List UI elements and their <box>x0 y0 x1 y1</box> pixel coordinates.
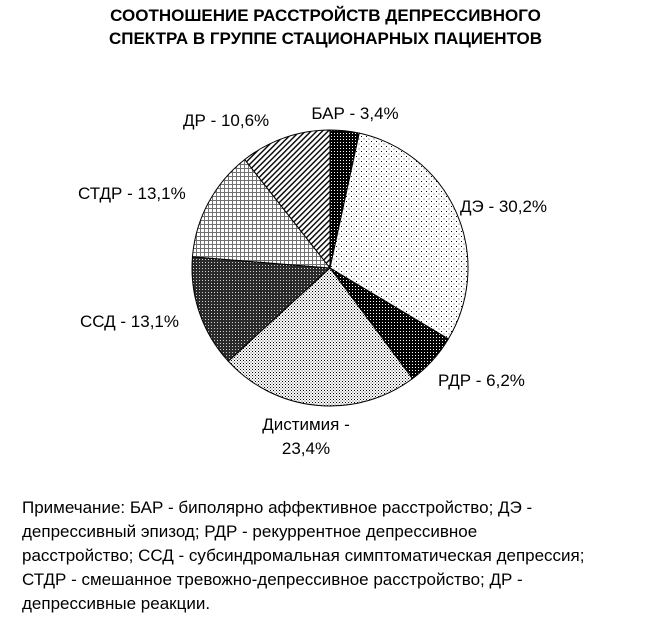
pie-slice-ДР <box>244 129 331 270</box>
slice-label-line: 23,4% <box>282 439 330 458</box>
slice-label-ССД: ССД - 13,1% <box>80 312 179 331</box>
chart-title: СООТНОШЕНИЕ РАССТРОЙСТВ ДЕПРЕССИВНОГО СП… <box>0 4 651 50</box>
slice-label-СТДР: СТДР - 13,1% <box>78 184 186 203</box>
footnote: Примечание: БАР - биполярно аффективное … <box>22 496 647 616</box>
chart-title-line-2: СПЕКТРА В ГРУППЕ СТАЦИОНАРНЫХ ПАЦИЕНТОВ <box>108 29 543 48</box>
footnote-line: СТДР - смешанное тревожно-депрессивное р… <box>22 570 523 589</box>
pie-slice-СТДР <box>191 158 332 269</box>
slice-label-line: Дистимия - <box>262 415 350 434</box>
slice-label-ДЭ: ДЭ - 30,2% <box>460 197 547 216</box>
pie-labels: БАР - 3,4% ДЭ - 30,2% РДР - 6,2% Дистимия -… <box>78 104 547 458</box>
pie-slices <box>191 129 469 407</box>
footnote-line: депрессивный эпизод; РДР - рекуррентное … <box>22 522 478 541</box>
slice-label-БАР: БАР - 3,4% <box>311 104 398 123</box>
pie-slice-Дистимия <box>227 267 414 407</box>
chart-title-line-1: СООТНОШЕНИЕ РАССТРОЙСТВ ДЕПРЕССИВНОГО <box>110 6 541 25</box>
slice-label-ДР: ДР - 10,6% <box>183 111 269 130</box>
footnote-line: расстройство; ССД - субсиндромальная сим… <box>22 546 585 565</box>
footnote-line: депрессивные реакции. <box>22 594 211 613</box>
pie-slice-ДЭ <box>329 132 469 340</box>
slice-label-Дистимия: Дистимия - 23,4% <box>262 415 350 458</box>
footnote-line: Примечание: БАР - биполярно аффективное … <box>22 498 533 517</box>
slice-label-РДР: РДР - 6,2% <box>438 371 525 390</box>
pie-slice-ССД <box>191 256 332 362</box>
